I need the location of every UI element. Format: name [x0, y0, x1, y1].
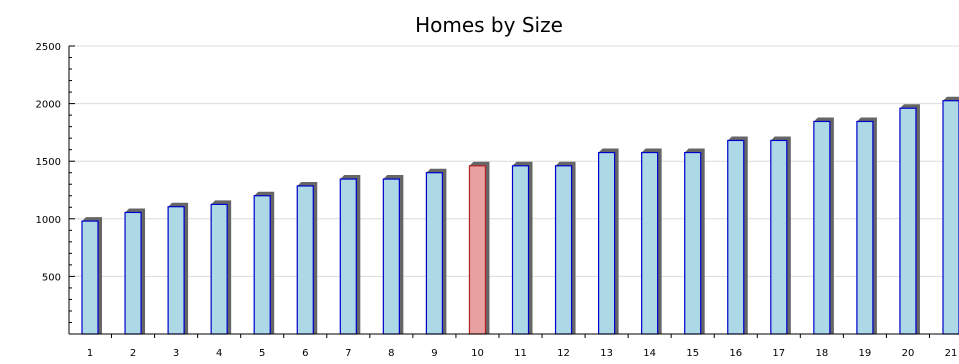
x-tick-label: 4 [216, 348, 222, 359]
bar-group [425, 168, 447, 335]
bar [727, 139, 745, 335]
bar-group [296, 181, 318, 335]
bar [770, 139, 788, 335]
x-tick-label: 13 [600, 348, 613, 359]
bar [167, 206, 185, 335]
x-tick-label: 9 [431, 348, 437, 359]
bar [684, 151, 702, 335]
x-tick-label: 11 [514, 348, 527, 359]
bar [339, 178, 357, 335]
bar-group [942, 96, 959, 335]
x-tick-label: 18 [815, 348, 828, 359]
x-tick-label: 15 [686, 348, 699, 359]
x-tick-label: 21 [945, 348, 958, 359]
bar-group [899, 104, 920, 335]
chart-title: Homes by Size [415, 13, 563, 37]
bar-highlighted [468, 165, 487, 335]
bar [253, 195, 271, 335]
bar-group [813, 117, 834, 335]
bar-group [511, 161, 533, 335]
bar-group [727, 136, 748, 335]
bar-group [597, 148, 619, 335]
x-tick-label: 7 [345, 348, 351, 359]
x-tick-label: 6 [302, 348, 308, 359]
x-tick-label: 19 [859, 348, 872, 359]
bar-group [382, 175, 404, 335]
bar [597, 151, 616, 335]
y-tick-label: 2500 [36, 42, 61, 53]
x-tick-label: 20 [902, 348, 915, 359]
x-tick-label: 1 [87, 348, 93, 359]
x-tick-label: 3 [173, 348, 179, 359]
x-tick-label: 17 [772, 348, 785, 359]
x-tick-label: 16 [729, 348, 742, 359]
bar-group [124, 208, 146, 335]
bar [899, 107, 917, 335]
bar [554, 165, 573, 335]
bar-group [468, 161, 490, 335]
bar [511, 165, 530, 335]
bar-group [770, 136, 791, 335]
bar-group [81, 217, 102, 335]
bar-group [684, 148, 705, 335]
bar-group [554, 161, 576, 335]
bar-group [641, 148, 662, 335]
bar-group [339, 175, 361, 335]
y-tick-label: 2000 [36, 100, 61, 111]
bar-group [856, 117, 877, 335]
bar [296, 185, 314, 335]
y-tick-label: 1500 [36, 157, 61, 168]
bar [124, 211, 142, 335]
x-tick-label: 14 [643, 348, 656, 359]
bar [813, 120, 831, 335]
x-tick-label: 12 [557, 348, 570, 359]
y-tick-label: 1000 [36, 215, 61, 226]
bar [81, 220, 99, 335]
bar [425, 172, 443, 335]
x-tick-label: 5 [259, 348, 265, 359]
bar-group [210, 200, 232, 335]
x-tick-label: 8 [388, 348, 394, 359]
bar [210, 203, 228, 335]
bar [641, 151, 659, 335]
bar [856, 120, 874, 335]
bar-group [167, 202, 189, 335]
x-tick-label: 10 [471, 348, 484, 359]
bars-layer [81, 96, 959, 335]
bar-group [253, 191, 275, 335]
bar [942, 100, 959, 335]
bar [382, 178, 400, 335]
x-tick-label: 2 [130, 348, 136, 359]
y-tick-label: 500 [42, 272, 61, 283]
